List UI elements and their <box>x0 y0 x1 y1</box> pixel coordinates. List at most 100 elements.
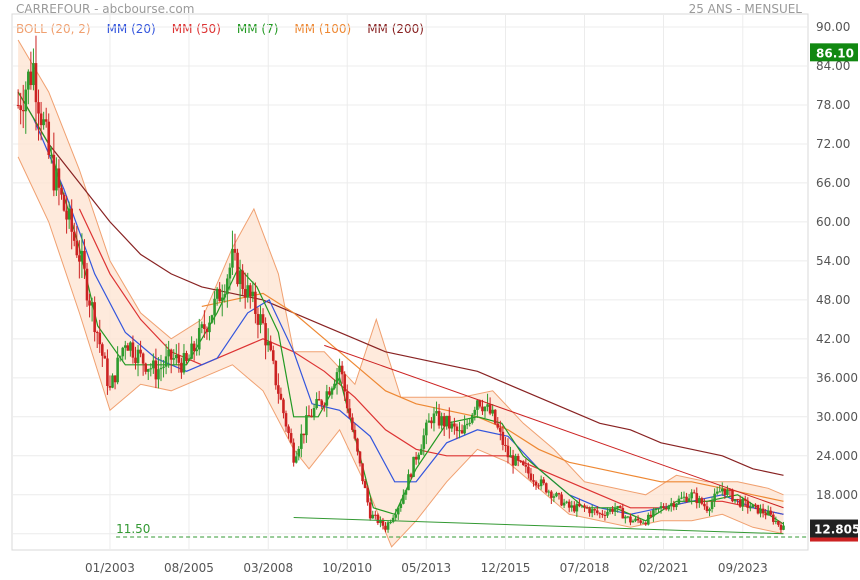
candle-body <box>195 349 199 352</box>
candle-body <box>751 504 755 508</box>
candle-body <box>662 506 665 509</box>
period-label[interactable]: 25 ANS - MENSUEL <box>688 2 802 16</box>
legend-boll[interactable]: BOLL (20, 2) <box>16 22 91 36</box>
candle-body <box>565 501 568 503</box>
candle-body <box>708 509 711 512</box>
candle-body <box>601 513 604 515</box>
candle-body <box>65 210 68 220</box>
candle-body <box>305 415 308 436</box>
candle-body <box>527 466 530 474</box>
candle-body <box>177 354 181 363</box>
candle-body <box>460 430 464 434</box>
candle-body <box>70 208 73 232</box>
candle-body <box>521 461 525 466</box>
legend-mm100[interactable]: MM (100) <box>294 22 352 36</box>
candle-body <box>532 480 535 482</box>
candle-body <box>379 519 382 523</box>
candle-body <box>682 496 686 498</box>
plot-frame <box>11 13 809 551</box>
candle-body <box>389 521 392 523</box>
candle-body <box>463 425 466 434</box>
candle-body <box>664 508 668 510</box>
candle-body <box>169 349 173 360</box>
candle-body <box>57 168 61 188</box>
candle-body <box>547 491 551 493</box>
candle-body <box>192 343 196 352</box>
candle-body <box>769 510 773 515</box>
candle-body <box>756 504 760 514</box>
candle-body <box>476 400 479 410</box>
candle-body <box>733 499 737 502</box>
x-tick-label: 03/2008 <box>243 561 293 575</box>
candle-body <box>75 240 79 256</box>
candle-body <box>361 463 364 482</box>
legend-mm50[interactable]: MM (50) <box>171 22 221 36</box>
candle-body <box>491 409 494 414</box>
candle-body <box>386 522 390 530</box>
candle-body <box>634 518 637 521</box>
candle-body <box>524 465 528 467</box>
candle-body <box>139 349 142 354</box>
candle-body <box>639 520 642 523</box>
candle-body <box>277 385 280 394</box>
candle-body <box>529 473 533 481</box>
candle-body <box>315 398 318 409</box>
last-price-underline <box>810 537 858 542</box>
candle-body <box>302 433 306 436</box>
candle-body <box>396 507 400 515</box>
legend-mm20[interactable]: MM (20) <box>106 22 156 36</box>
candle-body <box>52 154 56 191</box>
candle-body <box>172 358 176 360</box>
candle-body <box>328 391 331 395</box>
candle-body <box>80 250 84 262</box>
candle-body <box>659 506 663 509</box>
y-tick-label: 24.000 <box>816 449 858 463</box>
x-tick-label: 10/2010 <box>322 561 372 575</box>
candle-body <box>215 288 219 299</box>
candle-body <box>175 354 178 359</box>
candle-body <box>588 508 591 514</box>
candle-body <box>646 514 650 525</box>
y-tick-label: 18.000 <box>816 488 858 502</box>
candle-body <box>782 525 785 530</box>
candle-body <box>164 356 168 367</box>
support-level-label: 11.50 <box>116 522 150 536</box>
candle-body <box>121 347 125 357</box>
candle-body <box>366 488 369 503</box>
candle-body <box>550 491 553 498</box>
candle-body <box>284 413 288 427</box>
candle-body <box>90 302 94 306</box>
candle-body <box>376 514 380 523</box>
candle-body <box>231 248 234 268</box>
candle-body <box>126 345 130 351</box>
candle-body <box>144 363 147 372</box>
candle-body <box>603 514 607 516</box>
y-tick-label: 66.00 <box>816 176 850 190</box>
legend-mm200[interactable]: MM (200) <box>367 22 424 36</box>
candle-body <box>356 438 359 452</box>
y-tick-label: 84.00 <box>816 59 850 73</box>
x-tick-label: 12/2015 <box>481 561 531 575</box>
candle-body <box>539 479 543 487</box>
candle-body <box>322 405 326 407</box>
candle-body <box>55 168 58 191</box>
candle-body <box>261 314 265 324</box>
candle-body <box>726 489 729 495</box>
candle-body <box>134 357 137 364</box>
candle-body <box>608 508 612 512</box>
candle-body <box>98 332 102 345</box>
candle-body <box>203 324 206 330</box>
candle-body <box>180 362 183 373</box>
candle-body <box>414 456 418 460</box>
candle-body <box>749 507 752 509</box>
candle-body <box>425 422 428 436</box>
candle-body <box>542 479 545 484</box>
candle-body <box>754 504 757 506</box>
candle-body <box>766 510 770 516</box>
candle-body <box>555 493 558 497</box>
candle-body <box>437 411 441 426</box>
candle-body <box>129 342 132 351</box>
candle-body <box>578 503 581 507</box>
candle-body <box>644 522 648 525</box>
